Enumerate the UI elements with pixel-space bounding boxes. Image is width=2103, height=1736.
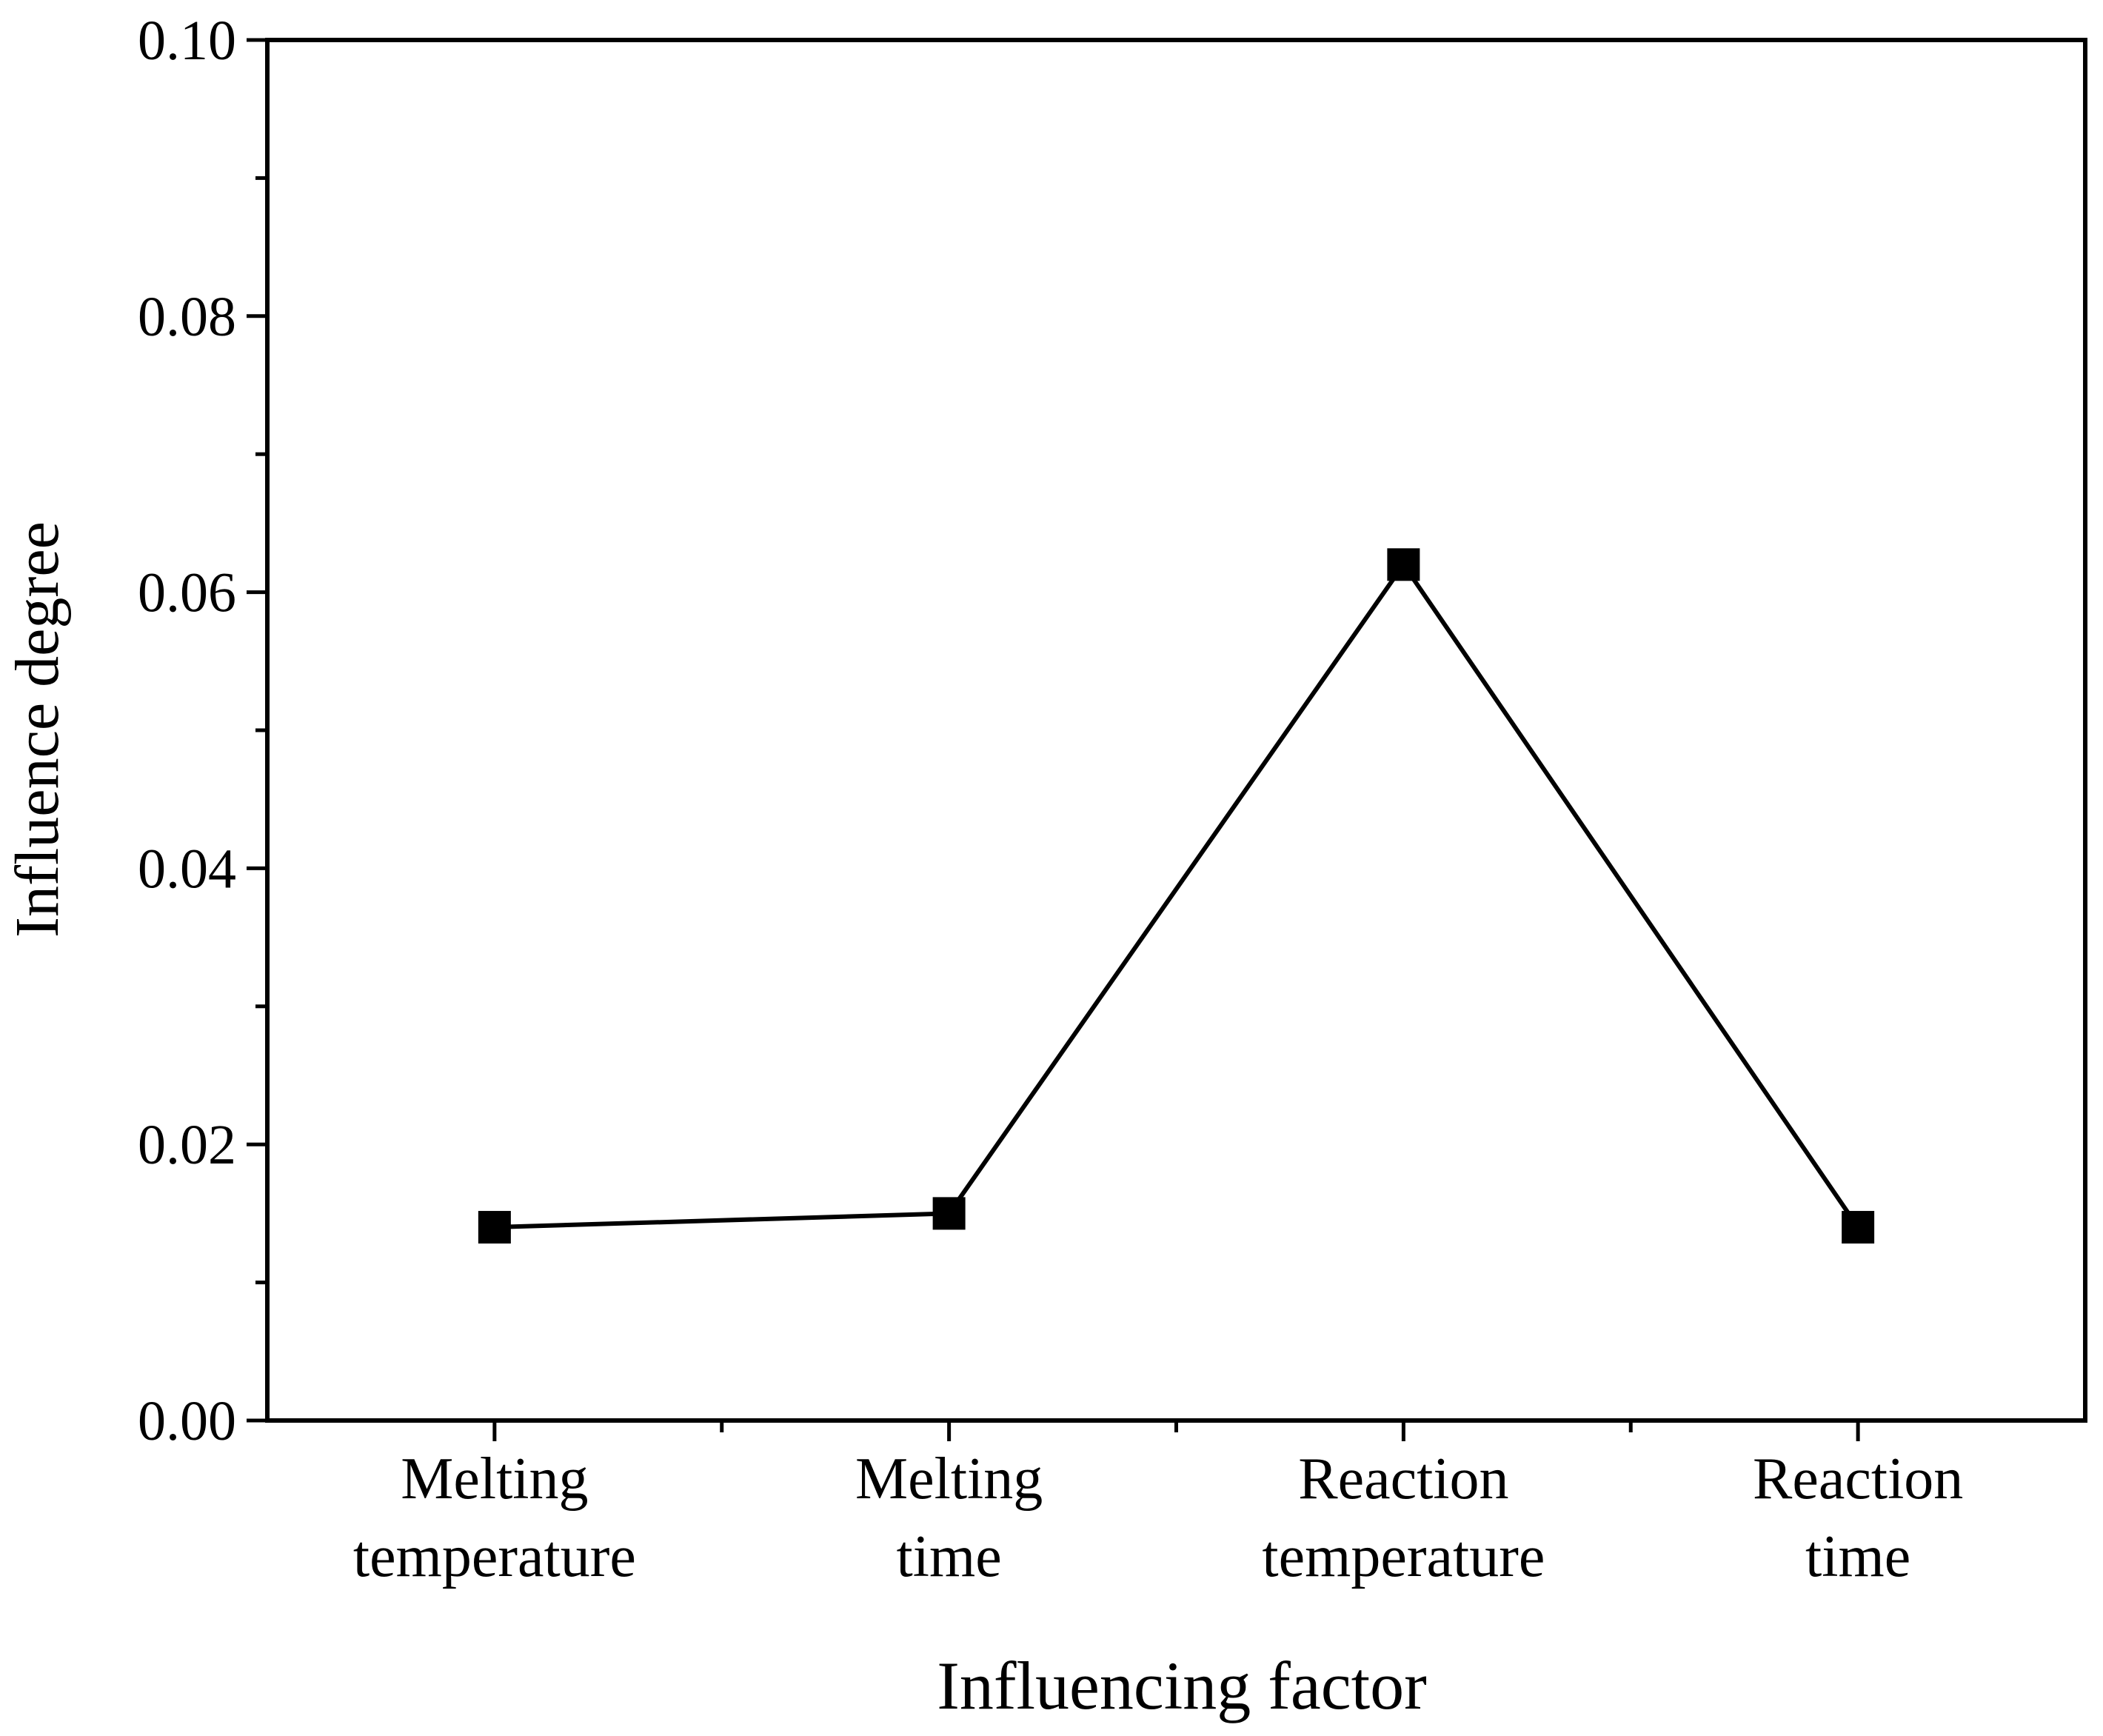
series-line	[494, 561, 1860, 1230]
y-tick-label: 0.02	[138, 1114, 236, 1176]
y-tick-label: 0.00	[138, 1390, 236, 1452]
y-tick-label: 0.06	[138, 562, 236, 624]
x-tick-label: Reaction	[1298, 1446, 1508, 1512]
y-tick-label: 0.08	[138, 286, 236, 348]
y-tick-label: 0.10	[138, 10, 236, 72]
data-point-marker	[932, 1197, 966, 1230]
x-tick-label: temperature	[353, 1524, 636, 1589]
data-point-marker	[1387, 548, 1420, 581]
x-tick-label: Melting	[855, 1446, 1043, 1512]
x-tick-label: Melting	[401, 1446, 588, 1512]
x-axis-title: Influencing factor	[937, 1648, 1427, 1723]
y-tick-label: 0.04	[138, 838, 236, 900]
plot-frame	[265, 38, 2087, 1423]
x-tick-label: temperature	[1262, 1524, 1545, 1589]
x-tick-label: time	[897, 1524, 1002, 1589]
data-point-marker	[1842, 1211, 1875, 1244]
y-axis-title: Influence degree	[3, 521, 72, 938]
x-tick-label: time	[1805, 1524, 1910, 1589]
data-point-marker	[478, 1211, 511, 1244]
x-tick-label: Reaction	[1753, 1446, 1963, 1512]
